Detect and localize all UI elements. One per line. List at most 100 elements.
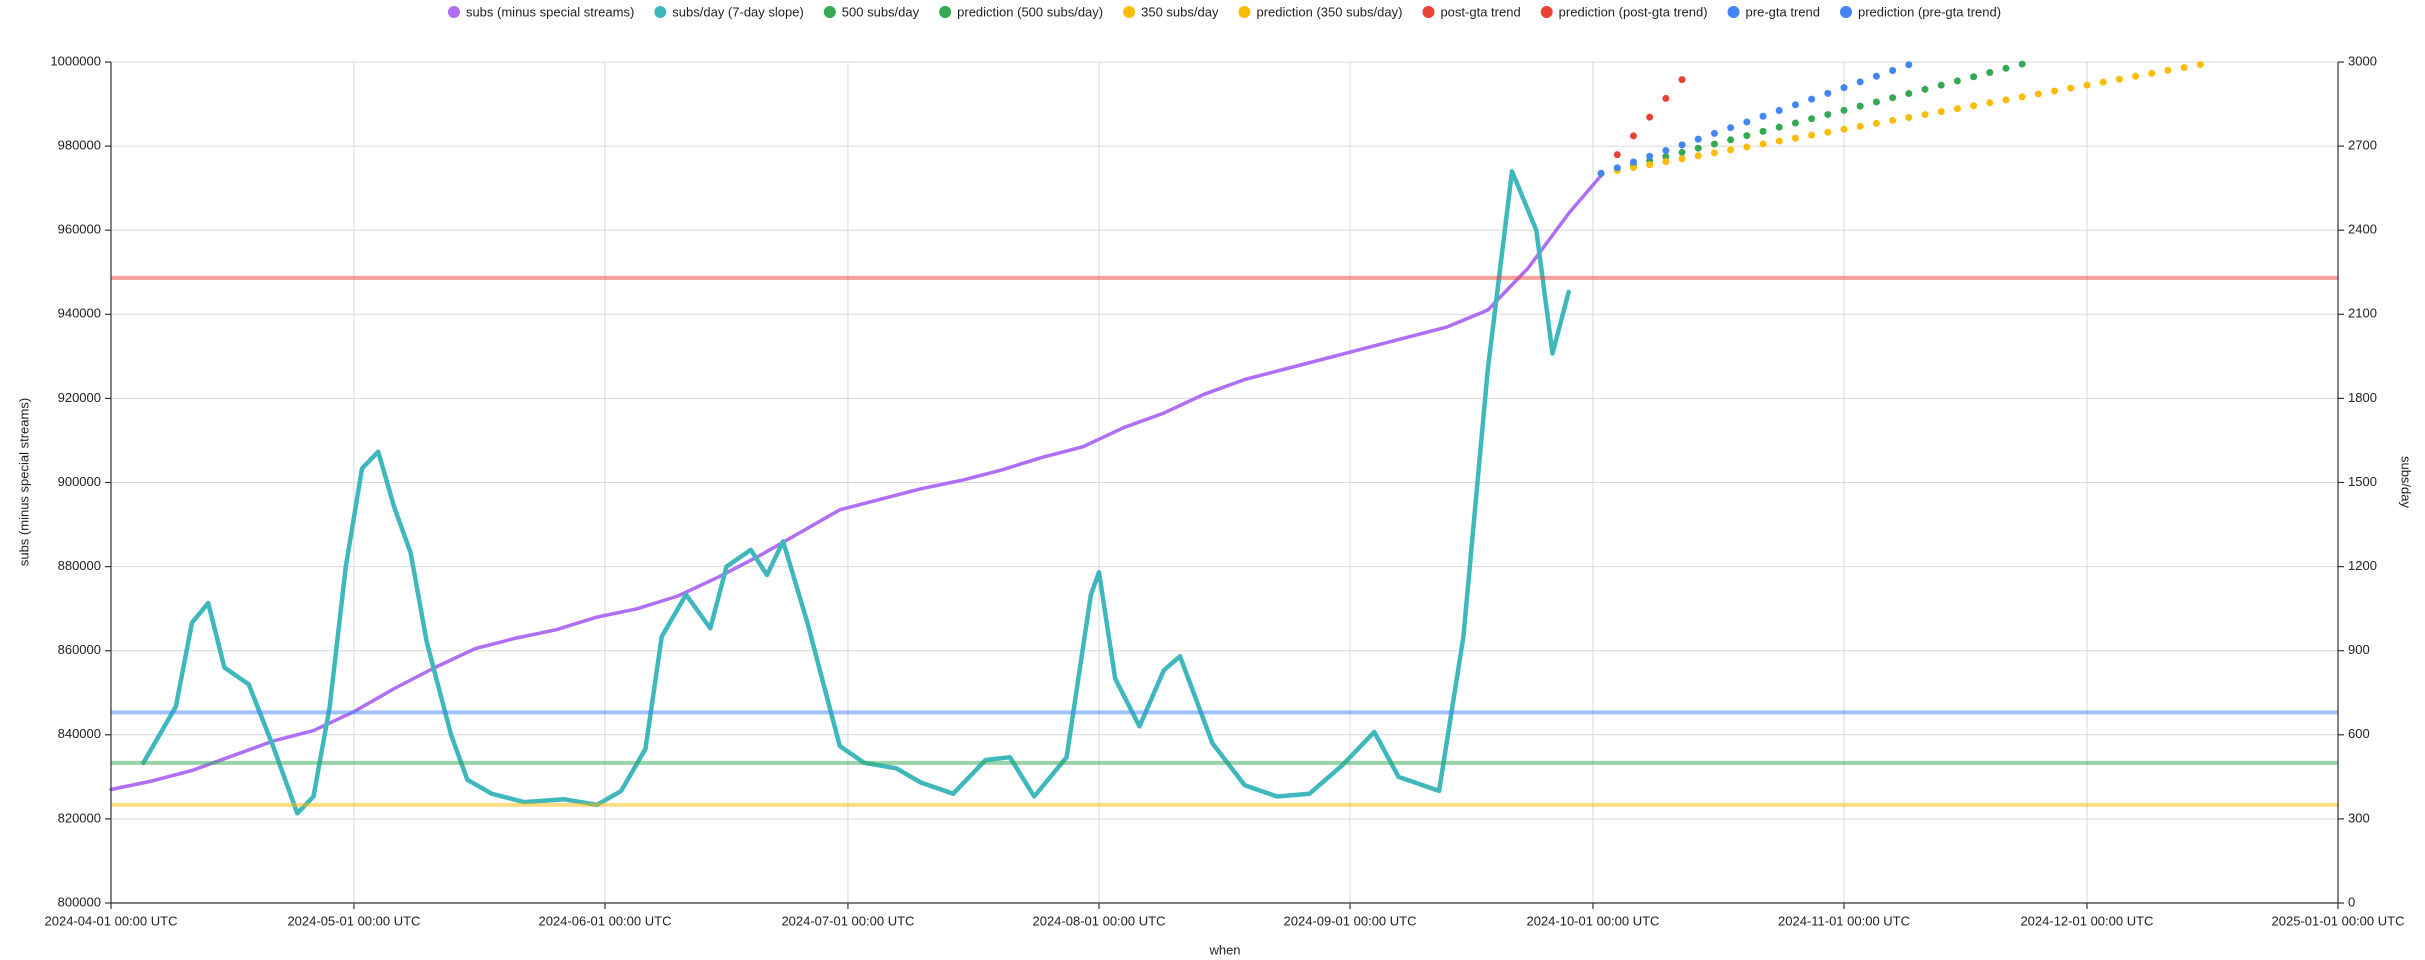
legend-swatch (823, 6, 836, 18)
legend-item: prediction (pre-gta trend) (1839, 4, 2001, 19)
series-line (109, 173, 1603, 792)
prediction-point (1889, 94, 1897, 102)
prediction-point (1856, 122, 1864, 130)
y2-tick-label: 2100 (2348, 306, 2377, 321)
legend: subs (minus special streams) subs/day (7-… (447, 4, 2001, 19)
y-tick-label: 980000 (58, 138, 101, 153)
prediction-point (2083, 81, 2091, 89)
x-tick-label: 2024-09-01 00:00 UTC (1284, 913, 1417, 928)
prediction-point (2018, 93, 2026, 101)
legend-item: prediction (350 subs/day) (1238, 4, 1402, 19)
legend-label: prediction (500 subs/day) (957, 4, 1103, 19)
prediction-point (1856, 78, 1864, 86)
prediction-point (1824, 128, 1832, 136)
prediction-point (1646, 113, 1654, 121)
prediction-point (1710, 149, 1718, 157)
legend-label: prediction (pre-gta trend) (1858, 4, 2001, 19)
prediction-point (2148, 69, 2156, 77)
prediction-point (1727, 146, 1735, 154)
prediction-point (2132, 72, 2140, 80)
prediction-point (1743, 118, 1751, 126)
x-tick-label: 2024-06-01 00:00 UTC (538, 913, 671, 928)
prediction-point (1678, 141, 1686, 149)
prediction-point (1694, 144, 1702, 152)
legend-label: prediction (350 subs/day) (1256, 4, 1402, 19)
prediction-point (1678, 76, 1686, 84)
y2-tick-label: 0 (2348, 894, 2355, 909)
prediction-point (1791, 101, 1799, 109)
y2-axis-title: subs/day (2399, 456, 2414, 509)
legend-label: pre-gta trend (1746, 4, 1820, 19)
legend-item: 500 subs/day (823, 4, 920, 19)
prediction-point (2018, 60, 2026, 68)
y-tick-label: 800000 (58, 894, 101, 909)
y2-tick-label: 1800 (2348, 390, 2377, 405)
x-tick-label: 2024-05-01 00:00 UTC (287, 913, 420, 928)
y-tick-label: 920000 (58, 390, 101, 405)
prediction-point (1808, 131, 1816, 139)
prediction-point (1613, 151, 1621, 159)
y2-tick-label: 900 (2348, 642, 2370, 657)
prediction-point (1889, 116, 1897, 124)
x-axis-title: when (1208, 942, 1240, 957)
y2-tick-label: 2400 (2348, 222, 2377, 237)
y2-tick-label: 300 (2348, 810, 2370, 825)
legend-swatch (1839, 6, 1852, 18)
y-tick-label: 840000 (58, 726, 101, 741)
legend-swatch (1727, 6, 1740, 18)
prediction-point (2002, 96, 2010, 104)
prediction-point (1953, 77, 1961, 85)
x-tick-label: 2024-12-01 00:00 UTC (2020, 913, 2153, 928)
prediction-point (1824, 111, 1832, 119)
prediction-point (1759, 112, 1767, 120)
prediction-point (1905, 114, 1913, 122)
prediction-point (1986, 69, 1994, 77)
prediction-point (1905, 90, 1913, 98)
y-tick-label: 860000 (58, 642, 101, 657)
prediction-point (2099, 78, 2107, 86)
prediction-point (2180, 63, 2188, 71)
legend-label: subs (minus special streams) (466, 4, 634, 19)
prediction-point (1629, 132, 1637, 140)
prediction-point (2034, 90, 2042, 98)
y-tick-label: 900000 (58, 474, 101, 489)
legend-label: post-gta trend (1440, 4, 1520, 19)
prediction-point (1646, 161, 1654, 169)
prediction-point (1629, 164, 1637, 172)
legend-item: pre-gta trend (1727, 4, 1820, 19)
y2-tick-label: 600 (2348, 726, 2370, 741)
prediction-point (1872, 119, 1880, 127)
legend-swatch (939, 6, 952, 18)
prediction-point (1710, 129, 1718, 137)
prediction-point (1791, 134, 1799, 142)
x-tick-label: 2024-11-01 00:00 UTC (1778, 913, 1910, 928)
legend-label: prediction (post-gta trend) (1559, 4, 1708, 19)
prediction-point (1775, 107, 1783, 115)
prediction-point (1872, 72, 1880, 80)
y-tick-label: 820000 (58, 810, 101, 825)
prediction-point (1840, 84, 1848, 92)
prediction-point (1986, 99, 1994, 107)
prediction-point (1662, 147, 1670, 155)
prediction-point (1662, 158, 1670, 166)
prediction-point (2067, 84, 2075, 92)
prediction-point (1694, 152, 1702, 160)
x-tick-label: 2024-10-01 00:00 UTC (1526, 913, 1659, 928)
axes: 800000 820000 840000 860000 880000 900000 9200… (45, 53, 2405, 928)
prediction-point (1856, 102, 1864, 110)
y-tick-label: 940000 (58, 306, 101, 321)
prediction-point (1678, 148, 1686, 156)
prediction-point (1808, 115, 1816, 123)
x-tick-label: 2024-04-01 00:00 UTC (45, 913, 178, 928)
prediction-point (1743, 132, 1751, 140)
plot-area (109, 60, 2338, 816)
x-tick-label: 2024-07-01 00:00 UTC (781, 913, 914, 928)
legend-swatch (1422, 6, 1435, 18)
y-tick-label: 1000000 (50, 53, 101, 68)
y-axis-title: subs (minus special streams) (16, 398, 31, 566)
prediction-point (1937, 108, 1945, 116)
prediction-point (1710, 140, 1718, 148)
y2-tick-label: 1500 (2348, 474, 2377, 489)
prediction-point (2051, 87, 2059, 95)
